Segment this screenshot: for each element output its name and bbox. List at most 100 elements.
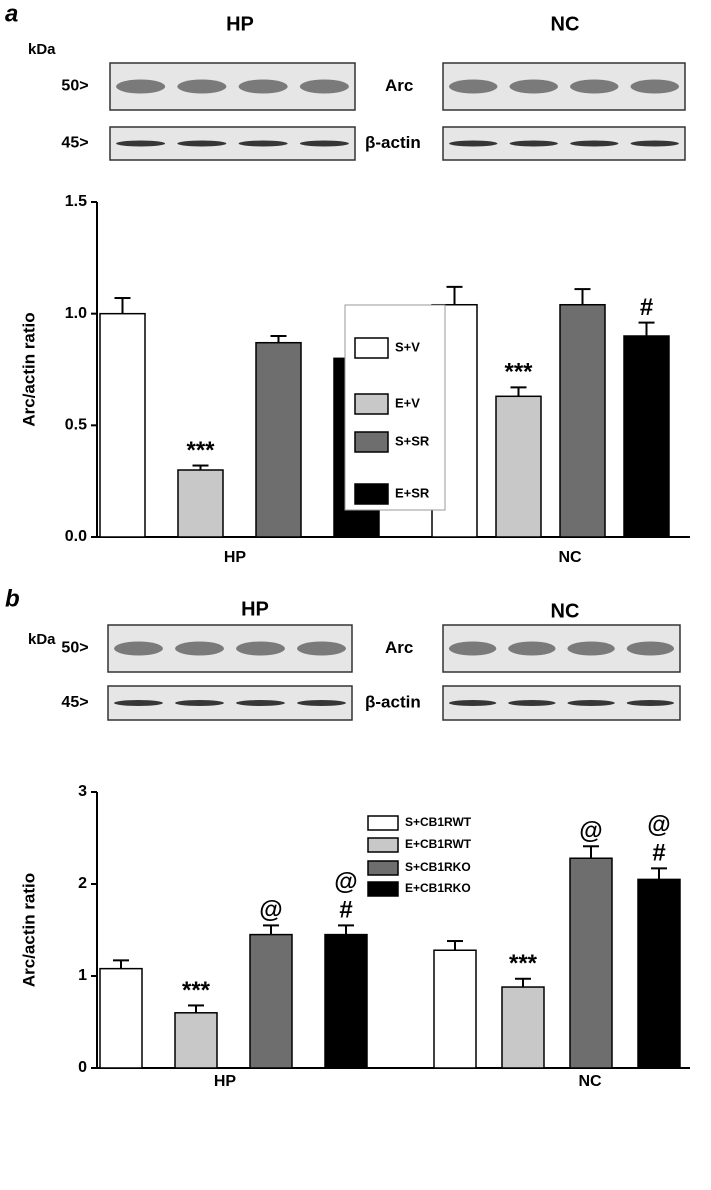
bar: [249, 933, 293, 1069]
bar: [324, 933, 368, 1069]
significance-mark: ***: [504, 359, 533, 386]
bar: [433, 949, 477, 1069]
blot-unit: kDa: [28, 41, 56, 58]
blot-band: [570, 79, 619, 94]
blot-band: [567, 641, 615, 656]
bar: [501, 986, 545, 1069]
legend-label: E+SR: [395, 485, 430, 500]
blot-band: [116, 79, 166, 94]
blot-band: [448, 700, 497, 706]
y-tick-label: 3: [78, 783, 87, 800]
blot-marker: 50>: [61, 640, 88, 657]
legend-swatch: [354, 337, 389, 359]
blot-band: [175, 641, 224, 656]
legend-swatch: [367, 860, 399, 876]
y-tick-label: 2: [78, 875, 87, 892]
significance-mark: #: [640, 294, 653, 321]
blot-band: [509, 140, 558, 147]
blot-band: [114, 700, 163, 706]
blot-band: [299, 140, 349, 147]
blot-protein: Arc: [385, 76, 413, 95]
legend-swatch: [354, 483, 389, 505]
y-tick-label: 1: [78, 967, 87, 984]
blot-group: HP: [226, 13, 254, 35]
bar: [99, 967, 143, 1069]
legend-swatch: [367, 881, 399, 897]
significance-mark: @: [647, 812, 670, 839]
significance-mark: ***: [182, 977, 211, 1004]
blot-band: [508, 641, 556, 656]
significance-mark: @: [259, 897, 282, 924]
x-tick-label: HP: [224, 549, 247, 566]
bar: [255, 341, 302, 538]
blot-marker: 45>: [61, 135, 88, 152]
legend-label: S+CB1RKO: [405, 860, 471, 874]
legend-label: S+V: [395, 339, 420, 354]
y-axis-label: Arc/actin ratio: [19, 312, 38, 426]
blot-band: [570, 140, 619, 147]
y-tick-label: 0.5: [65, 417, 87, 434]
significance-mark: #: [339, 897, 352, 924]
blot-band: [238, 140, 288, 147]
bar: [495, 395, 542, 538]
significance-mark: #: [652, 840, 665, 867]
y-axis-label: Arc/actin ratio: [19, 873, 38, 987]
panel: b kDa HP NC 50> Arc 45> β-actin 0 1 2 3 Arc/actin ra…: [5, 585, 690, 1090]
blot-group: HP: [241, 598, 269, 620]
blot-band: [236, 641, 285, 656]
legend-swatch: [367, 837, 399, 853]
blot-band: [626, 641, 675, 656]
y-tick-label: 1.5: [65, 193, 87, 210]
legend-label: E+CB1RWT: [405, 837, 472, 851]
blot-band: [238, 79, 288, 94]
blot-marker: 50>: [61, 78, 88, 95]
legend-label: E+CB1RKO: [405, 881, 471, 895]
blot-band: [297, 641, 346, 656]
significance-mark: @: [334, 869, 357, 896]
x-tick-label: HP: [214, 1073, 237, 1090]
x-tick-label: NC: [558, 549, 582, 566]
blot-band: [509, 79, 558, 94]
blot-group: NC: [551, 600, 580, 622]
legend-swatch: [354, 431, 389, 453]
bar: [559, 303, 606, 538]
blot-band: [177, 140, 227, 147]
bar: [637, 878, 681, 1069]
bar: [177, 469, 224, 538]
legend-label: S+CB1RWT: [405, 815, 472, 829]
panel-label: b: [5, 585, 20, 612]
blot-band: [299, 79, 349, 94]
blot-band: [116, 140, 166, 147]
blot-band: [449, 79, 498, 94]
y-tick-label: 1.0: [65, 305, 87, 322]
blot-band: [175, 700, 224, 706]
significance-mark: @: [579, 818, 602, 845]
blot-band: [630, 79, 679, 94]
blot-protein: β-actin: [365, 692, 421, 711]
y-tick-label: 0.0: [65, 528, 87, 545]
blot-band: [449, 140, 498, 147]
bar: [569, 857, 613, 1069]
blot-band: [626, 700, 675, 706]
x-tick-label: NC: [578, 1073, 602, 1090]
blot-band: [567, 700, 615, 706]
blot-band: [177, 79, 227, 94]
blot-group: NC: [551, 13, 580, 35]
legend-swatch: [354, 393, 389, 415]
bar: [99, 312, 146, 538]
legend-swatch: [367, 815, 399, 831]
blot-marker: 45>: [61, 694, 88, 711]
bar: [174, 1012, 218, 1069]
blot-band: [236, 700, 285, 706]
significance-mark: ***: [186, 437, 215, 464]
blot-band: [297, 700, 346, 706]
significance-mark: ***: [509, 950, 538, 977]
y-tick-label: 0: [78, 1059, 87, 1076]
blot-band: [448, 641, 497, 656]
legend-label: E+V: [395, 395, 420, 410]
blot-band: [508, 700, 556, 706]
blot-band: [114, 641, 163, 656]
blot-band: [630, 140, 679, 147]
blot-protein: Arc: [385, 638, 413, 657]
